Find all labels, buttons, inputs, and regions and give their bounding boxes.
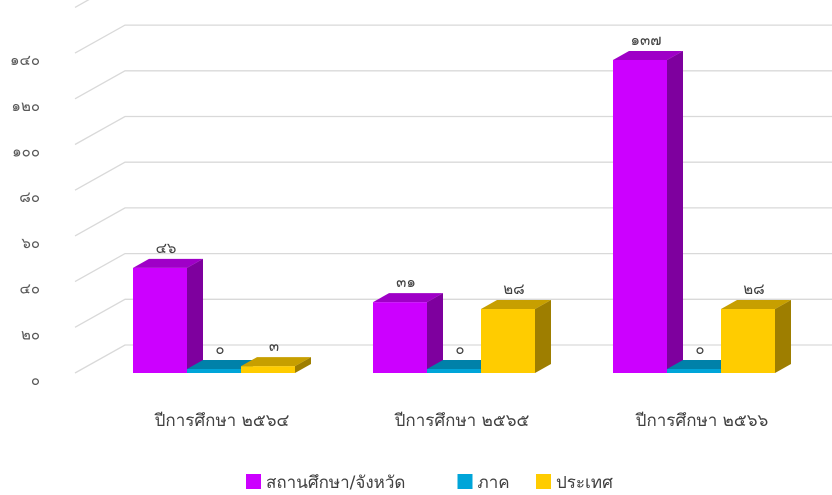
bar bbox=[241, 357, 311, 373]
bar-front bbox=[187, 369, 241, 373]
data-label: ๐ bbox=[455, 340, 464, 358]
data-label: ๔๖ bbox=[156, 239, 177, 257]
y-tick-label: ๑๒๐ bbox=[11, 97, 40, 115]
legend-label: ประเทศ bbox=[556, 473, 613, 493]
bar-top bbox=[427, 360, 497, 369]
bar-front bbox=[481, 309, 535, 373]
gridline bbox=[74, 161, 832, 191]
bar-side bbox=[295, 357, 311, 373]
bars bbox=[133, 50, 791, 374]
legend-swatch bbox=[457, 474, 473, 489]
legend: สถานศึกษา/จังหวัด ภาค ประเทศ bbox=[246, 473, 613, 493]
bar-top bbox=[667, 360, 737, 369]
gridlines bbox=[74, 0, 832, 374]
bar-top bbox=[481, 300, 551, 310]
bar-side bbox=[535, 300, 551, 373]
data-label: ๒๘ bbox=[743, 280, 764, 298]
bar-front bbox=[721, 309, 775, 373]
bar-top bbox=[241, 357, 311, 367]
gridline bbox=[74, 115, 832, 146]
bar-top bbox=[613, 50, 683, 60]
category-label: ปีการศึกษา ๒๕๖๕ bbox=[394, 411, 530, 431]
data-label: ๑๓๗ bbox=[630, 31, 661, 49]
bar-top bbox=[133, 258, 203, 268]
y-axis-ticks: ๐ ๒๐ ๔๐ ๖๐ ๘๐ ๑๐๐ ๑๒๐ ๑๔๐ bbox=[10, 51, 40, 389]
data-label: ๐ bbox=[695, 340, 704, 358]
bar bbox=[481, 300, 551, 373]
bar-top bbox=[187, 360, 257, 369]
bar bbox=[721, 300, 791, 373]
y-tick-label: ๔๐ bbox=[19, 280, 40, 298]
category-label: ปีการศึกษา ๒๕๖๔ bbox=[154, 411, 290, 431]
bar-side bbox=[187, 258, 203, 373]
legend-item: ภาค bbox=[457, 473, 510, 493]
x-axis-categories: ปีการศึกษา ๒๕๖๔ ปีการศึกษา ๒๕๖๕ ปีการศึกษา… bbox=[154, 411, 769, 431]
legend-swatch bbox=[246, 474, 261, 489]
gridline bbox=[74, 207, 832, 237]
bar bbox=[133, 258, 203, 373]
category-label: ปีการศึกษา ๒๕๖๖ bbox=[635, 411, 769, 431]
bar-front bbox=[241, 366, 295, 373]
bar-front bbox=[133, 267, 187, 373]
legend-item: ประเทศ bbox=[536, 473, 613, 493]
y-tick-label: ๖๐ bbox=[21, 234, 40, 252]
y-tick-label: ๐ bbox=[31, 371, 40, 389]
bar-side bbox=[427, 293, 443, 373]
bar-front bbox=[373, 302, 427, 373]
bar-front bbox=[667, 369, 721, 373]
data-label: ๒๘ bbox=[503, 280, 524, 298]
gridline bbox=[74, 70, 832, 100]
legend-item: สถานศึกษา/จังหวัด bbox=[246, 473, 405, 493]
data-label: ๓ bbox=[269, 337, 279, 355]
legend-swatch bbox=[536, 474, 551, 489]
legend-label: ภาค bbox=[478, 473, 510, 493]
bar-side bbox=[667, 50, 683, 373]
bar-front bbox=[613, 59, 667, 374]
y-tick-label: ๑๔๐ bbox=[10, 51, 40, 69]
y-tick-label: ๘๐ bbox=[19, 188, 40, 206]
y-tick-label: ๒๐ bbox=[21, 325, 40, 343]
legend-label: สถานศึกษา/จังหวัด bbox=[266, 473, 405, 493]
gridline bbox=[74, 0, 90, 8]
bar bbox=[373, 293, 443, 373]
gridline bbox=[74, 298, 832, 328]
bar-front bbox=[427, 369, 481, 373]
gridline bbox=[74, 24, 832, 54]
data-label: ๓๑ bbox=[396, 273, 416, 291]
gridline bbox=[74, 344, 832, 374]
y-tick-label: ๑๐๐ bbox=[12, 143, 40, 161]
bar-top bbox=[721, 300, 791, 310]
bar-top bbox=[373, 293, 443, 303]
data-label: ๐ bbox=[215, 340, 224, 358]
bar-side bbox=[775, 300, 791, 373]
bar bbox=[613, 50, 683, 374]
gridline bbox=[74, 252, 832, 283]
